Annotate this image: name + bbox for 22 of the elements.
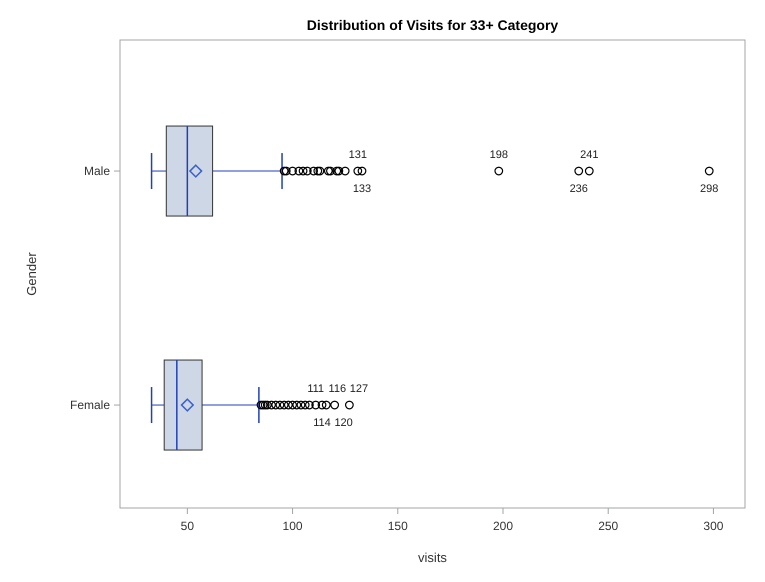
annotation: 127 [350,383,368,396]
annotation: 236 [570,183,588,196]
annotation: 120 [334,417,353,430]
chart-title: Distribution of Visits for 33+ Category [306,17,558,33]
annotation: 131 [348,149,367,162]
x-tick-label: 150 [388,519,408,533]
annotation: 198 [490,149,508,162]
y-tick-label: Female [70,398,110,412]
annotation: 114 [313,417,331,430]
annotation: 298 [700,183,718,196]
annotation: 241 [580,149,598,162]
x-tick-label: 200 [492,519,514,533]
annotation: 111 [307,383,324,396]
x-tick-label: 100 [282,519,303,533]
annotation: 133 [352,183,372,196]
y-axis-title: Gender [24,252,39,296]
y-tick-label: Male [84,164,110,178]
x-tick-label: 300 [703,519,724,533]
x-tick-label: 250 [598,519,619,533]
annotation: 116 [328,383,346,396]
x-axis-title: visits [418,550,448,565]
x-tick-label: 50 [180,519,194,533]
